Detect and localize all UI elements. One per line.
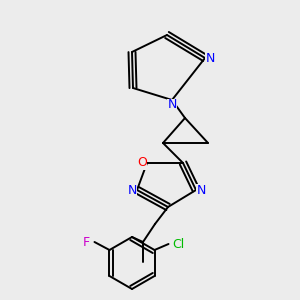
Text: N: N bbox=[167, 98, 177, 112]
Text: N: N bbox=[196, 184, 206, 196]
Text: F: F bbox=[83, 236, 90, 248]
Text: Cl: Cl bbox=[172, 238, 184, 250]
Text: N: N bbox=[205, 52, 215, 64]
Text: O: O bbox=[137, 157, 147, 169]
Text: N: N bbox=[127, 184, 137, 196]
